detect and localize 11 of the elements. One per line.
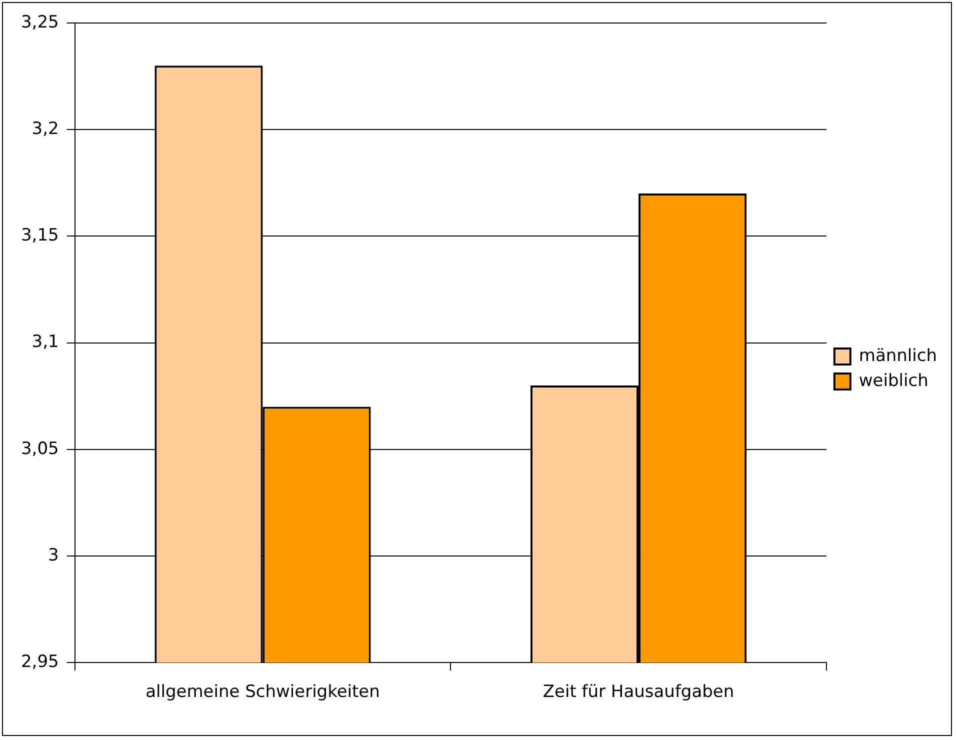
- x-tick-label: allgemeine Schwierigkeiten: [146, 682, 380, 702]
- y-tick-label: 3,15: [20, 226, 59, 246]
- y-tick-label: 3: [48, 545, 59, 566]
- legend-label: weiblich: [858, 370, 928, 391]
- x-tick-label: Zeit für Hausaufgaben: [542, 682, 734, 702]
- y-tick-label: 3,05: [20, 438, 59, 459]
- y-tick-label: 3,25: [20, 12, 59, 32]
- y-tick-label: 2,95: [20, 652, 59, 672]
- y-tick-label: 3,1: [32, 332, 59, 352]
- y-tick-label: 3,2: [32, 119, 59, 140]
- legend-label: männlich: [858, 346, 937, 366]
